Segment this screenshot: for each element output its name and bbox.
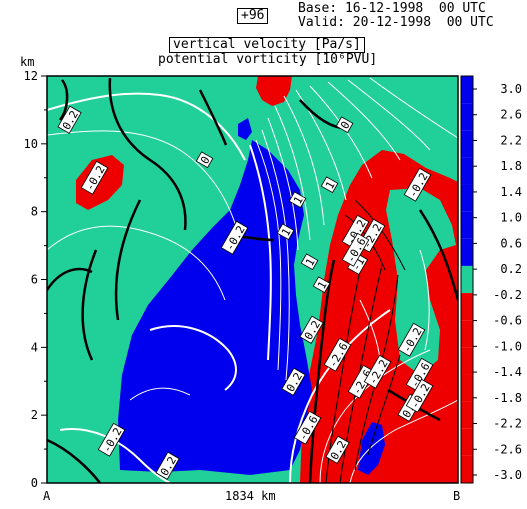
pv-contour xyxy=(274,105,311,241)
velocity-contour xyxy=(308,259,336,483)
valid-time: Valid: 20-12-1998 00 UTC xyxy=(298,15,494,30)
colorbar-cell xyxy=(461,238,473,266)
colorbar-cell xyxy=(461,320,473,348)
colorbar-label: 1.4 xyxy=(500,185,522,199)
colorbar-cell xyxy=(461,103,473,131)
y-tick-label: 4 xyxy=(31,340,38,354)
colorbar-cell xyxy=(461,347,473,375)
chart-subtitle: potential vorticity [10⁶PVU] xyxy=(158,52,378,67)
pv-contour xyxy=(283,95,325,226)
colorbar-label: 1.0 xyxy=(500,211,522,225)
colorbar-cell xyxy=(461,401,473,429)
descent-region-left xyxy=(76,155,124,210)
pv-contour xyxy=(47,130,241,241)
colorbar-label: 3.0 xyxy=(500,82,522,96)
velocity-contour xyxy=(58,79,69,121)
colorbar-label: 1.8 xyxy=(500,159,522,173)
pv-contours xyxy=(47,77,458,483)
contour-label: 0 xyxy=(195,151,214,169)
velocity-contour xyxy=(418,209,458,301)
pv-contour xyxy=(319,349,431,483)
contour-label: 1 xyxy=(300,253,319,271)
colorbar-cell xyxy=(461,211,473,239)
y-tick-label: 6 xyxy=(31,273,38,287)
pv-contour xyxy=(349,399,458,483)
pv-contour xyxy=(289,309,391,483)
contour-label: 1 xyxy=(276,223,295,241)
ascent-region xyxy=(118,140,312,475)
descent-region-top xyxy=(256,76,292,106)
colorbar-label: -0.2 xyxy=(493,288,522,302)
colorbar-cell xyxy=(461,130,473,158)
colorbar-label: -1.8 xyxy=(493,391,522,405)
pv-contour xyxy=(309,85,373,179)
base-time: Base: 16-12-1998 00 UTC xyxy=(298,1,486,16)
velocity-contour xyxy=(325,259,363,483)
ascent-region-top xyxy=(238,118,252,140)
velocity-contours xyxy=(47,77,458,483)
contour-label: 1 xyxy=(312,276,331,294)
velocity-contour xyxy=(114,199,142,321)
pv-contour xyxy=(59,428,171,483)
colorbar-label: -2.6 xyxy=(493,442,522,456)
colorbar-label: -1.4 xyxy=(493,365,522,379)
colorbar-cell xyxy=(461,184,473,212)
forecast-hour: +96 xyxy=(237,8,269,24)
neutral-pocket xyxy=(386,188,456,375)
colorbar-cell xyxy=(461,374,473,402)
colorbar-label: 2.6 xyxy=(500,108,522,122)
colorbar-label: 0.6 xyxy=(500,236,522,250)
ascent-region-small xyxy=(358,422,385,475)
y-tick-label: 10 xyxy=(24,137,38,151)
pv-contour xyxy=(255,139,282,371)
colorbar-cell xyxy=(461,157,473,185)
pv-contour xyxy=(327,81,401,161)
colorbar-cell xyxy=(461,428,473,456)
velocity-contour xyxy=(47,438,101,483)
velocity-contour xyxy=(198,89,228,146)
colorbar-cell xyxy=(461,76,473,104)
colorbar-label: 2.2 xyxy=(500,133,522,147)
velocity-contour xyxy=(108,77,187,231)
y-axis-label: km xyxy=(20,55,34,69)
chart-title: vertical velocity [Pa/s] xyxy=(169,37,365,53)
x-axis-label: 1834 km xyxy=(225,489,276,503)
x-start-label: A xyxy=(43,489,51,503)
velocity-contour xyxy=(367,354,401,456)
colorbar-label: 0.2 xyxy=(500,262,522,276)
velocity-contour xyxy=(81,249,98,361)
pv-contour xyxy=(47,225,226,301)
y-tick-label: 0 xyxy=(31,476,38,490)
pv-contour xyxy=(149,325,237,391)
pv-contour xyxy=(249,144,272,361)
colorbar-label: -1.0 xyxy=(493,339,522,353)
pv-contour xyxy=(369,77,458,139)
pv-contour xyxy=(347,79,431,151)
y-tick-label: 8 xyxy=(31,205,38,219)
pv-contour xyxy=(267,117,299,251)
colorbar-cell xyxy=(461,455,473,483)
pv-contour xyxy=(129,387,191,401)
contour-label: 0 xyxy=(335,116,354,134)
colorbar-label: -3.0 xyxy=(493,468,522,482)
x-end-label: B xyxy=(453,489,460,503)
y-axis: 0 2 4 6 8 10 12 xyxy=(24,69,47,490)
colorbar: 3.0 2.6 2.2 1.8 1.4 1.0 0.6 0.2 -0.2 -0.6 -1.0 -1.4… xyxy=(460,75,522,484)
pv-contour xyxy=(47,92,246,161)
pv-contour xyxy=(419,249,430,351)
contour-label: 1 xyxy=(320,176,339,194)
pv-contour xyxy=(359,299,381,361)
colorbar-frame xyxy=(460,75,474,484)
colorbar-label: -0.6 xyxy=(493,314,522,328)
colorbar-cell xyxy=(461,265,473,294)
y-tick-label: 12 xyxy=(24,69,38,83)
y-tick-label: 2 xyxy=(31,408,38,422)
colorbar-cell xyxy=(461,293,473,321)
contour-label: 1 xyxy=(288,191,307,209)
colorbar-label: -2.2 xyxy=(493,417,522,431)
pv-contour xyxy=(261,129,290,381)
